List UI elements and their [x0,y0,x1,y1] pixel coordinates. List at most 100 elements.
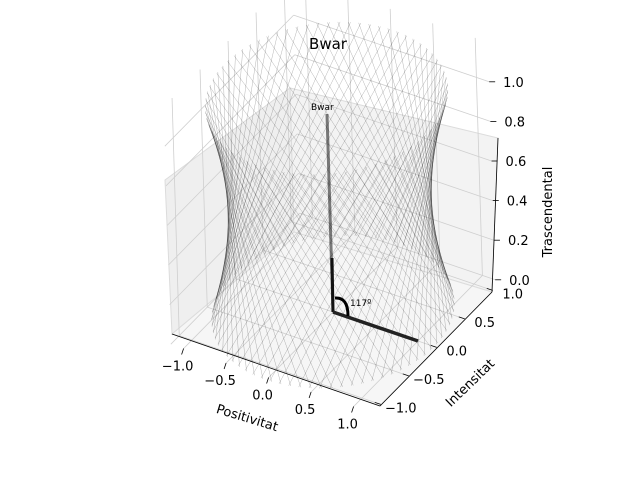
y-tick-label: 1.0 [502,287,523,302]
surface-ruling [348,22,452,286]
grid-line [263,249,459,318]
surface-ruling [374,84,448,239]
surface-ruling [209,86,315,239]
surface-ruling [231,151,364,384]
surface-ruling [246,160,384,378]
surface-ruling [344,171,451,325]
grid-line [297,133,493,201]
surface-ruling [224,153,234,286]
surface-ruling [402,104,446,246]
grid-line [179,335,375,403]
y-tick [374,401,381,405]
surface-ruling [208,125,258,259]
surface-ruling [416,64,442,362]
surface-ruling [275,32,414,250]
surface-ruling [285,29,422,254]
surface-ruling [399,77,447,371]
surface-ruling [316,23,440,269]
surface-ruling [302,44,422,241]
surface-ruling [327,22,445,274]
surface-ruling [227,21,341,282]
surface-ruling [238,156,374,381]
y-tick [486,287,493,291]
surface-ruling [248,45,388,241]
surface-ruling [354,71,445,237]
surface-ruling [404,34,450,326]
surface-ruling [211,170,275,319]
chart-title: Bwar [309,35,348,53]
x-tick [308,391,312,399]
surface-ruling [225,147,354,386]
surface-ruling [358,22,454,293]
y-axis-line [379,291,493,407]
y-tick [402,373,409,377]
surface-ruling [298,140,420,388]
surface-ruling [208,124,312,389]
surface-ruling [430,53,433,351]
surface-ruling [215,136,333,388]
y-tick-label: 0.0 [446,344,467,359]
surface-ruling [221,173,326,351]
vector-x [332,310,419,343]
surface-ruling [220,143,236,274]
surface-ruling [329,122,437,389]
surface-ruling [340,116,441,388]
surface-ruling [217,72,240,367]
x-tick-label: −0.5 [204,374,236,389]
surface-ruling [244,166,368,371]
surface-ruling [302,173,433,350]
surface-ruling [252,163,378,375]
y-axis-label: Intensitat [443,357,498,411]
surface-ruling [312,48,428,239]
surface-ruling [213,164,257,306]
surface-ruling [354,169,453,318]
surface-ruling [368,24,455,299]
surface-ruling [319,129,432,389]
x-axis-line [171,333,381,407]
surface-ruling [333,173,447,331]
surface-ruling [254,164,394,374]
surface-ruling [384,91,449,240]
surface-ruling [231,171,348,362]
x-tick [223,362,227,370]
surface-ruling [217,174,316,345]
surface-ruling [408,70,445,366]
x-tick-label: 1.0 [337,418,358,433]
surface-ruling [423,136,439,268]
z-tick-label: 1.0 [503,76,524,91]
surface-ruling [361,103,447,384]
grid-line [170,212,300,345]
angle-label: 117º [350,299,371,309]
surface-ruling [409,147,448,279]
grid-line [294,54,491,122]
x-tick [181,348,184,355]
surface-ruling [205,111,292,387]
surface-ruling [219,141,344,388]
surface-ruling [396,31,453,319]
surface-ruling [426,48,437,345]
surface-ruling [214,174,305,339]
surface-ruling [212,173,295,332]
surface-ruling [419,43,442,339]
surface-ruling [282,35,407,247]
y-tick [458,316,465,320]
surface-ruling [204,106,285,247]
surface-ruling [205,112,276,250]
x-tick-label: −1.0 [162,360,194,375]
surface-ruling [312,174,438,344]
surface-ruling [247,24,372,265]
surface-ruling [337,21,449,280]
surface-ruling [216,161,249,299]
surface-ruling [233,55,368,238]
surface-ruling [205,99,295,244]
surface-ruling [272,31,399,251]
surface-ruling [364,78,447,237]
surface-ruling [306,24,435,264]
surface-ruling [390,83,448,375]
surface-ruling [266,36,406,247]
surface-ruling [255,26,381,260]
surface-ruling [295,26,429,259]
grid-line [207,306,403,375]
